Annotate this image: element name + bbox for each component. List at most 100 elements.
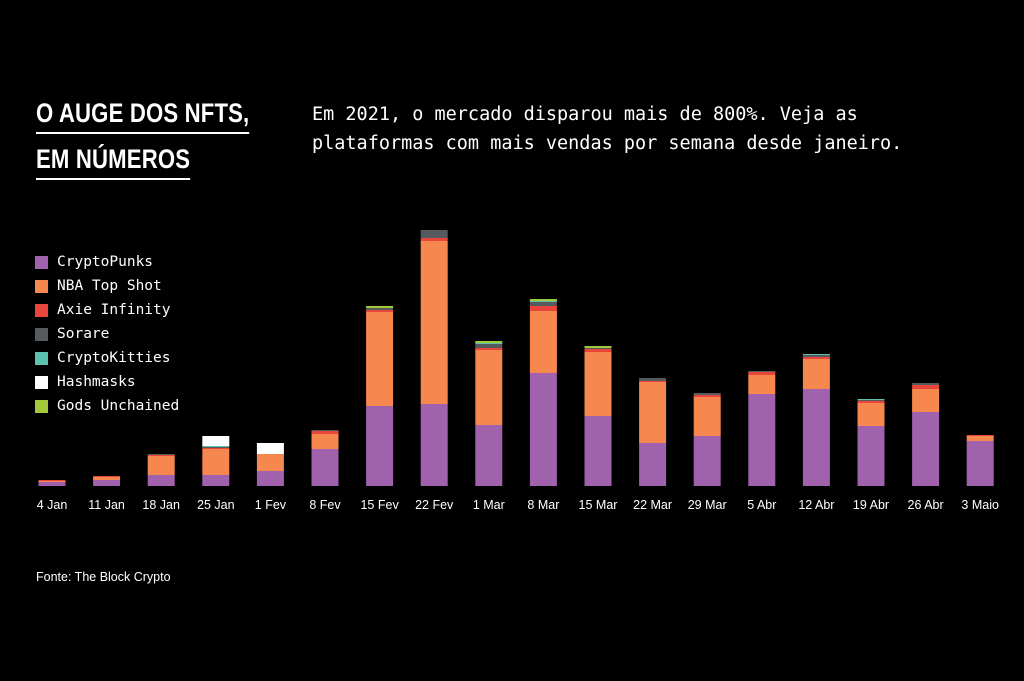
- bar-segment-sorare: [802, 355, 830, 357]
- bar-segment-cryptopunks: [366, 406, 394, 486]
- x-tick-label: 15 Fev: [360, 498, 399, 512]
- bar-segment-axie-infinity: [693, 395, 721, 397]
- x-tick-label: 25 Jan: [197, 498, 235, 512]
- bar-segment-cryptopunks: [93, 480, 121, 486]
- bar-segment-nba-top-shot: [639, 382, 667, 443]
- bar-segment-axie-infinity: [202, 448, 230, 449]
- x-tick-label: 18 Jan: [142, 498, 180, 512]
- x-tick-label: 1 Fev: [255, 498, 287, 512]
- bar-segment-nba-top-shot: [912, 389, 940, 412]
- legend-label: Gods Unchained: [57, 398, 180, 414]
- legend-swatch: [35, 279, 48, 293]
- bar-segment-cryptopunks: [748, 394, 776, 486]
- bar-segment-cryptopunks: [857, 426, 885, 486]
- bar-segment-sorare: [639, 378, 667, 381]
- bar-segment-sorare: [366, 308, 394, 310]
- chart-subtitle: Em 2021, o mercado disparou mais de 800%…: [312, 100, 992, 158]
- bar-segment-sorare: [748, 371, 776, 372]
- bar-segment-sorare: [202, 447, 230, 448]
- chart-title-line-1: O AUGE DOS NFTS,: [36, 98, 250, 134]
- bar-segment-sorare: [475, 344, 503, 348]
- bar-segment-axie-infinity: [529, 306, 557, 311]
- x-tick-label: 15 Mar: [579, 498, 618, 512]
- legend-label: CryptoKitties: [57, 350, 171, 366]
- bar-segment-axie-infinity: [912, 385, 940, 389]
- bar-segment-cryptopunks: [311, 449, 339, 486]
- bar-segment-nba-top-shot: [38, 481, 66, 482]
- bar-segment-nba-top-shot: [966, 436, 994, 441]
- bar-segment-gods-unchained: [366, 306, 394, 308]
- bar-segment-axie-infinity: [857, 401, 885, 403]
- bar-segment-cryptopunks: [966, 441, 994, 486]
- legend-label: Sorare: [57, 326, 110, 342]
- legend-item: Hashmasks: [35, 370, 179, 394]
- legend-item: Gods Unchained: [35, 394, 179, 418]
- bar-segment-cryptokitties: [475, 343, 503, 344]
- bar-segment-nba-top-shot: [93, 477, 121, 480]
- bar-segment-sorare: [693, 393, 721, 395]
- bar-segment-axie-infinity: [802, 357, 830, 359]
- bar-segment-cryptopunks: [912, 412, 940, 486]
- bar-segment-gods-unchained: [529, 299, 557, 301]
- bar-segment-cryptopunks: [147, 475, 175, 486]
- x-tick-label: 26 Abr: [908, 498, 944, 512]
- bar-segment-sorare: [147, 454, 175, 455]
- bar-segment-cryptokitties: [857, 399, 885, 400]
- bar-segment-sorare: [529, 302, 557, 306]
- bar-segment-axie-infinity: [38, 480, 66, 481]
- x-tick-label: 12 Abr: [798, 498, 834, 512]
- x-tick-label: 5 Abr: [747, 498, 776, 512]
- legend-label: Axie Infinity: [57, 302, 171, 318]
- bar-segment-sorare: [857, 400, 885, 401]
- bar-segment-axie-infinity: [93, 476, 121, 477]
- bar-segment-axie-infinity: [366, 310, 394, 312]
- legend-swatch: [35, 327, 48, 341]
- legend-swatch: [35, 351, 48, 365]
- source-note: Fonte: The Block Crypto: [36, 570, 171, 584]
- legend-item: Sorare: [35, 322, 179, 346]
- x-tick-label: 22 Mar: [633, 498, 672, 512]
- x-tick-label: 11 Jan: [88, 498, 125, 512]
- x-tick-label: 1 Mar: [473, 498, 505, 512]
- legend-item: CryptoPunks: [35, 250, 179, 274]
- subtitle-line-2: plataformas com mais vendas por semana d…: [312, 133, 903, 154]
- legend-item: Axie Infinity: [35, 298, 179, 322]
- bar-segment-nba-top-shot: [420, 241, 448, 404]
- bar-segment-nba-top-shot: [256, 454, 284, 471]
- bar-segment-axie-infinity: [966, 435, 994, 436]
- bar-segment-cryptopunks: [202, 475, 230, 486]
- bar-segment-cryptopunks: [639, 443, 667, 486]
- bar-segment-hashmasks: [202, 436, 230, 446]
- bar-segment-sorare: [584, 348, 612, 349]
- legend-label: NBA Top Shot: [57, 278, 162, 294]
- legend-item: CryptoKitties: [35, 346, 179, 370]
- x-tick-label: 8 Mar: [527, 498, 559, 512]
- bar-segment-nba-top-shot: [693, 397, 721, 436]
- bar-segment-axie-infinity: [584, 349, 612, 352]
- bar-segment-axie-infinity: [311, 431, 339, 434]
- bar-segment-cryptopunks: [256, 471, 284, 486]
- bar-segment-axie-infinity: [639, 381, 667, 382]
- bar-segment-cryptopunks: [584, 416, 612, 486]
- bar-segment-cryptokitties: [529, 301, 557, 302]
- bar-segment-cryptokitties: [802, 354, 830, 355]
- bar-segment-sorare: [420, 230, 448, 238]
- bar-segment-axie-infinity: [420, 238, 448, 241]
- bar-segment-nba-top-shot: [147, 456, 175, 475]
- x-tick-label: 8 Fev: [309, 498, 341, 512]
- bar-segment-sorare: [311, 430, 339, 431]
- legend-item: NBA Top Shot: [35, 274, 179, 298]
- bar-segment-cryptopunks: [693, 436, 721, 486]
- bar-segment-sorare: [912, 383, 940, 385]
- legend-swatch: [35, 375, 48, 389]
- chart-legend: CryptoPunks NBA Top Shot Axie Infinity Sora…: [35, 250, 179, 418]
- bar-segment-gods-unchained: [475, 341, 503, 343]
- bar-segment-cryptopunks: [802, 389, 830, 486]
- bar-segment-axie-infinity: [748, 372, 776, 375]
- bar-segment-nba-top-shot: [366, 312, 394, 406]
- x-tick-label: 3 Maio: [961, 498, 999, 512]
- bar-segment-cryptokitties: [202, 446, 230, 447]
- x-tick-label: 22 Fev: [415, 498, 454, 512]
- subtitle-line-1: Em 2021, o mercado disparou mais de 800%…: [312, 104, 858, 125]
